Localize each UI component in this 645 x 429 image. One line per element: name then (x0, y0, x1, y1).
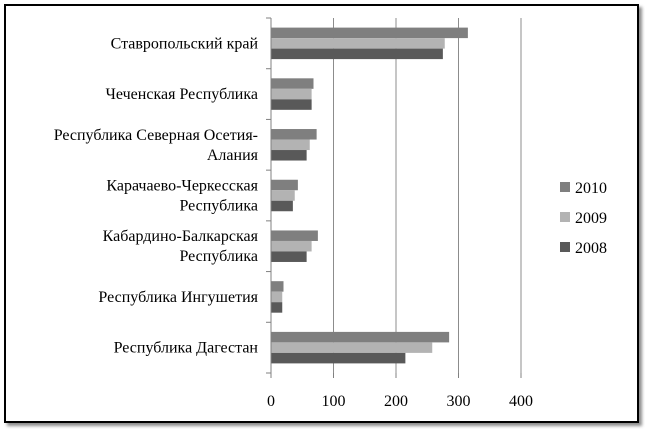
category-label-1: Чеченская Республика (106, 86, 258, 103)
legend: 2010 2009 2008 (560, 180, 607, 257)
legend-label-2010: 2010 (575, 180, 607, 197)
bar-2009-4 (271, 240, 312, 252)
legend-label-2008: 2008 (575, 240, 607, 257)
bar-2010-5 (271, 281, 284, 292)
bar-2010-2 (271, 129, 317, 140)
bar-2008-4 (271, 251, 307, 262)
category-label-0: Ставропольский край (111, 35, 259, 52)
x-tick-label-0: 0 (267, 393, 275, 410)
legend-label-2009: 2009 (575, 210, 607, 227)
category-labels: Ставропольский край Чеченская Республика Р… (54, 35, 259, 356)
axes (266, 17, 522, 378)
bar-2009-5 (271, 291, 283, 303)
x-tick-label-100: 100 (322, 393, 346, 410)
category-label-3: Карачаево-Черкесская Республика (106, 178, 258, 215)
x-tick-label-300: 300 (447, 393, 471, 410)
bar-2010-4 (271, 230, 318, 241)
bar-2010-0 (271, 27, 468, 39)
bar-2009-3 (271, 190, 295, 201)
legend-swatch-2009 (560, 212, 570, 222)
bar-2009-1 (271, 88, 312, 100)
bar-2010-3 (271, 179, 298, 191)
x-tick-label-200: 200 (384, 393, 408, 410)
x-tick-label-400: 400 (509, 393, 533, 410)
bar-2009-2 (271, 139, 310, 151)
gridlines (333, 18, 522, 373)
bar-2008-3 (271, 200, 293, 212)
bar-2008-5 (271, 302, 283, 313)
bars (271, 27, 468, 364)
category-label-5: Республика Ингушетия (98, 289, 258, 306)
x-tick-labels: 0 100 200 300 400 (267, 393, 533, 410)
bar-2009-0 (271, 38, 445, 49)
bar-2008-6 (271, 352, 406, 364)
category-label-2: Республика Северная Осетия-Алания (54, 127, 259, 164)
category-label-4: Кабардино-Балкарская Республика (103, 228, 259, 265)
legend-swatch-2010 (560, 182, 570, 192)
bar-2008-0 (271, 48, 443, 60)
bar-2010-1 (271, 78, 314, 89)
bar-2009-6 (271, 342, 433, 353)
legend-swatch-2008 (560, 242, 570, 252)
bar-2008-1 (271, 99, 312, 110)
bar-2008-2 (271, 150, 307, 161)
bar-2010-6 (271, 331, 450, 343)
category-label-6: Республика Дагестан (114, 340, 259, 357)
